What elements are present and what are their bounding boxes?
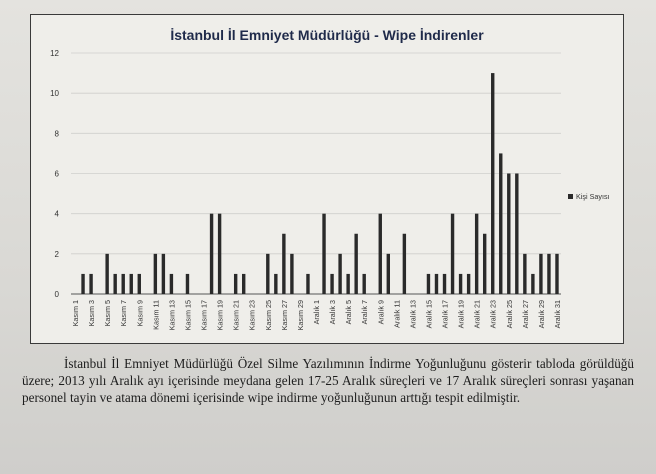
bar: [282, 233, 286, 294]
bar: [153, 253, 158, 294]
x-tick-label: Kasım 19: [216, 300, 225, 330]
y-tick-label: 2: [55, 250, 60, 259]
bar: [121, 273, 125, 294]
bar: [402, 233, 407, 294]
bar: [386, 253, 390, 294]
bar: [161, 253, 166, 294]
y-tick-label: 4: [55, 210, 60, 219]
bar: [442, 273, 447, 294]
bar: [185, 273, 190, 294]
x-tick-label: Aralık 19: [457, 300, 466, 328]
bar: [507, 173, 511, 294]
bar: [306, 273, 310, 294]
y-tick-label: 10: [50, 89, 59, 98]
bar: [515, 173, 519, 294]
y-tick-label: 8: [55, 129, 60, 138]
x-tick-label: Aralık 25: [505, 300, 514, 328]
x-tick-label: Kasım 27: [280, 300, 289, 330]
x-tick-label: Kasım 11: [151, 300, 160, 330]
x-tick-label: Aralık 5: [344, 300, 353, 324]
bar: [266, 253, 270, 294]
bar-chart: 0 2 4 6 8 10 12 Kasım 1 Kasım 3 Kasım 5 Kasım 7 Kas…: [50, 49, 610, 330]
x-tick-label: Kasım 3: [87, 300, 96, 326]
x-tick-label: Aralık 27: [521, 300, 530, 328]
bar: [466, 273, 471, 294]
bar: [274, 273, 278, 294]
x-tick-label: Kasım 23: [248, 300, 257, 330]
x-tick-label: Aralık 9: [376, 300, 385, 324]
bar: [474, 213, 479, 294]
bar: [547, 253, 551, 294]
y-tick-label: 6: [55, 170, 60, 179]
bar: [346, 273, 350, 294]
bar: [378, 213, 382, 294]
bar: [81, 273, 85, 294]
bar: [233, 273, 238, 294]
caption-text: İstanbul İl Emniyet Müdürlüğü Özel Silme…: [22, 356, 634, 405]
x-tick-label: Aralık 17: [441, 300, 450, 328]
bar: [338, 253, 342, 294]
bar: [209, 213, 214, 294]
bar: [555, 253, 559, 294]
x-tick-label: Aralık 11: [392, 300, 401, 328]
x-tick-label: Kasım 25: [264, 300, 273, 330]
x-tick-label: Aralık 31: [553, 300, 562, 328]
chart-title: İstanbul İl Emniyet Müdürlüğü - Wipe İnd…: [170, 27, 484, 43]
bar: [531, 273, 535, 294]
x-tick-label: Kasım 1: [71, 300, 80, 326]
bar: [499, 153, 503, 294]
bar: [450, 213, 455, 294]
bar: [242, 273, 246, 294]
x-tick-label: Kasım 7: [119, 300, 128, 326]
chart-frame: İstanbul İl Emniyet Müdürlüğü - Wipe İnd…: [30, 14, 624, 344]
x-tick-label: Aralık 29: [537, 300, 546, 328]
bar: [362, 273, 366, 294]
bar: [354, 233, 358, 294]
x-tick-label: Kasım 13: [167, 300, 176, 330]
x-tick-label: Kasım 15: [183, 300, 192, 330]
x-tick-label: Aralık 7: [360, 300, 369, 324]
bar: [105, 253, 109, 294]
bar: [434, 273, 439, 294]
bar: [137, 273, 141, 294]
legend-label: Kişi Sayısı: [576, 192, 610, 201]
bar: [330, 273, 334, 294]
bar: [113, 273, 117, 294]
bar: [129, 273, 133, 294]
x-tick-label: Kasım 5: [103, 300, 112, 326]
bar: [426, 273, 431, 294]
bar: [523, 253, 527, 294]
x-tick-label: Aralık 23: [489, 300, 498, 328]
y-tick-label: 0: [55, 290, 60, 299]
x-tick-label: Aralık 15: [424, 300, 433, 328]
bar: [539, 253, 543, 294]
x-tick-label: Kasım 29: [296, 300, 305, 330]
y-tick-label: 12: [50, 49, 59, 58]
bar: [322, 213, 326, 294]
x-tick-label: Aralık 1: [312, 300, 321, 324]
bar: [458, 273, 463, 294]
bar: [491, 73, 495, 294]
x-tick-label: Aralık 13: [408, 300, 417, 328]
x-tick-label: Aralık 21: [473, 300, 482, 328]
legend-swatch: [568, 194, 573, 199]
x-tick-label: Aralık 3: [328, 300, 337, 324]
bar: [89, 273, 93, 294]
x-tick-label: Kasım 9: [135, 300, 144, 326]
bar: [217, 213, 222, 294]
bar: [290, 253, 294, 294]
x-tick-label: Kasım 21: [232, 300, 241, 330]
bar: [169, 273, 174, 294]
x-tick-label: Kasım 17: [200, 300, 209, 330]
bar: [482, 233, 487, 294]
